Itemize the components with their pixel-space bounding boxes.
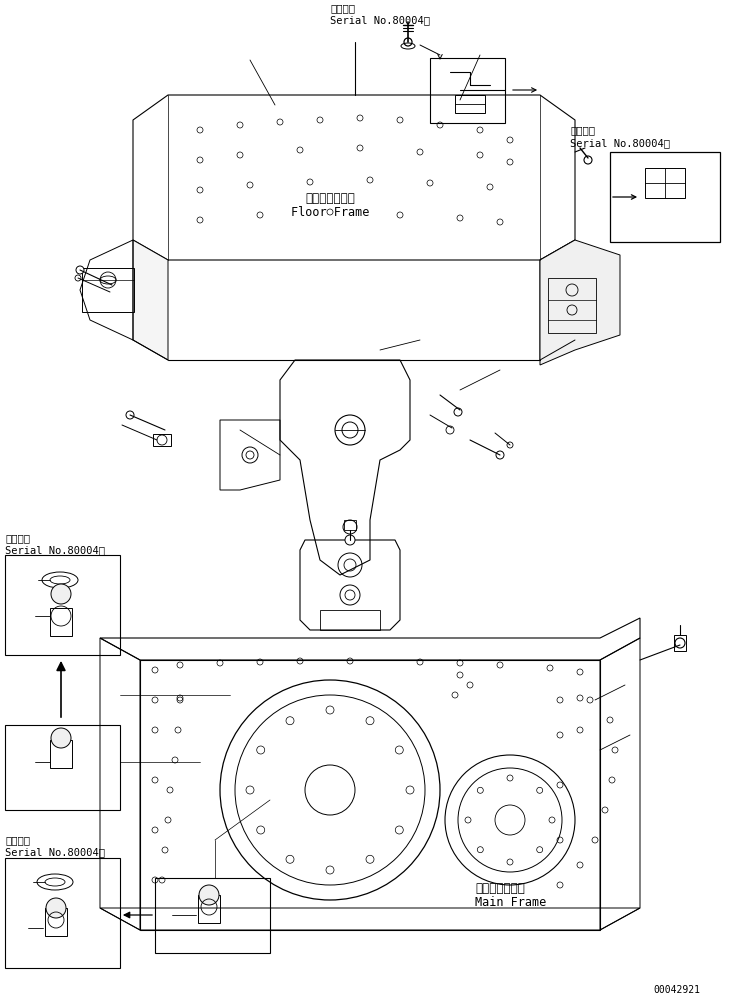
Polygon shape: [540, 240, 575, 360]
Bar: [548, 278, 596, 333]
Bar: [674, 635, 686, 651]
Text: 適用号機: 適用号機: [570, 125, 595, 135]
Circle shape: [345, 535, 355, 545]
Bar: [198, 895, 220, 923]
Bar: [344, 520, 356, 530]
Bar: [153, 434, 171, 446]
Bar: [430, 58, 505, 123]
Bar: [5, 555, 120, 655]
Bar: [610, 152, 720, 242]
Text: メインフレーム: メインフレーム: [475, 881, 525, 894]
Polygon shape: [540, 240, 620, 365]
Bar: [45, 908, 67, 936]
Text: フロアフレーム: フロアフレーム: [305, 192, 355, 205]
Polygon shape: [133, 240, 168, 360]
Text: Serial No.80004～: Serial No.80004～: [570, 138, 670, 148]
Circle shape: [76, 266, 84, 274]
Bar: [50, 740, 72, 768]
Bar: [5, 725, 120, 810]
Circle shape: [51, 728, 71, 748]
Text: Serial No.80004～: Serial No.80004～: [5, 847, 105, 857]
Bar: [320, 610, 380, 630]
Bar: [50, 608, 72, 636]
Circle shape: [46, 898, 66, 918]
Text: 適用号機: 適用号機: [330, 3, 355, 13]
Circle shape: [51, 584, 71, 604]
Text: 00042921: 00042921: [653, 985, 700, 995]
Bar: [455, 95, 485, 113]
Bar: [82, 268, 134, 312]
Bar: [155, 878, 270, 953]
Text: Serial No.80004～: Serial No.80004～: [5, 545, 105, 555]
Text: 適用号機: 適用号機: [5, 835, 30, 845]
Text: Floor Frame: Floor Frame: [291, 206, 370, 219]
Circle shape: [675, 638, 685, 648]
Circle shape: [199, 885, 219, 905]
Text: Main Frame: Main Frame: [475, 895, 546, 908]
Bar: [5, 858, 120, 968]
Bar: [645, 168, 685, 198]
Text: 適用号機: 適用号機: [5, 533, 30, 543]
Text: Serial No.80004～: Serial No.80004～: [330, 15, 430, 25]
